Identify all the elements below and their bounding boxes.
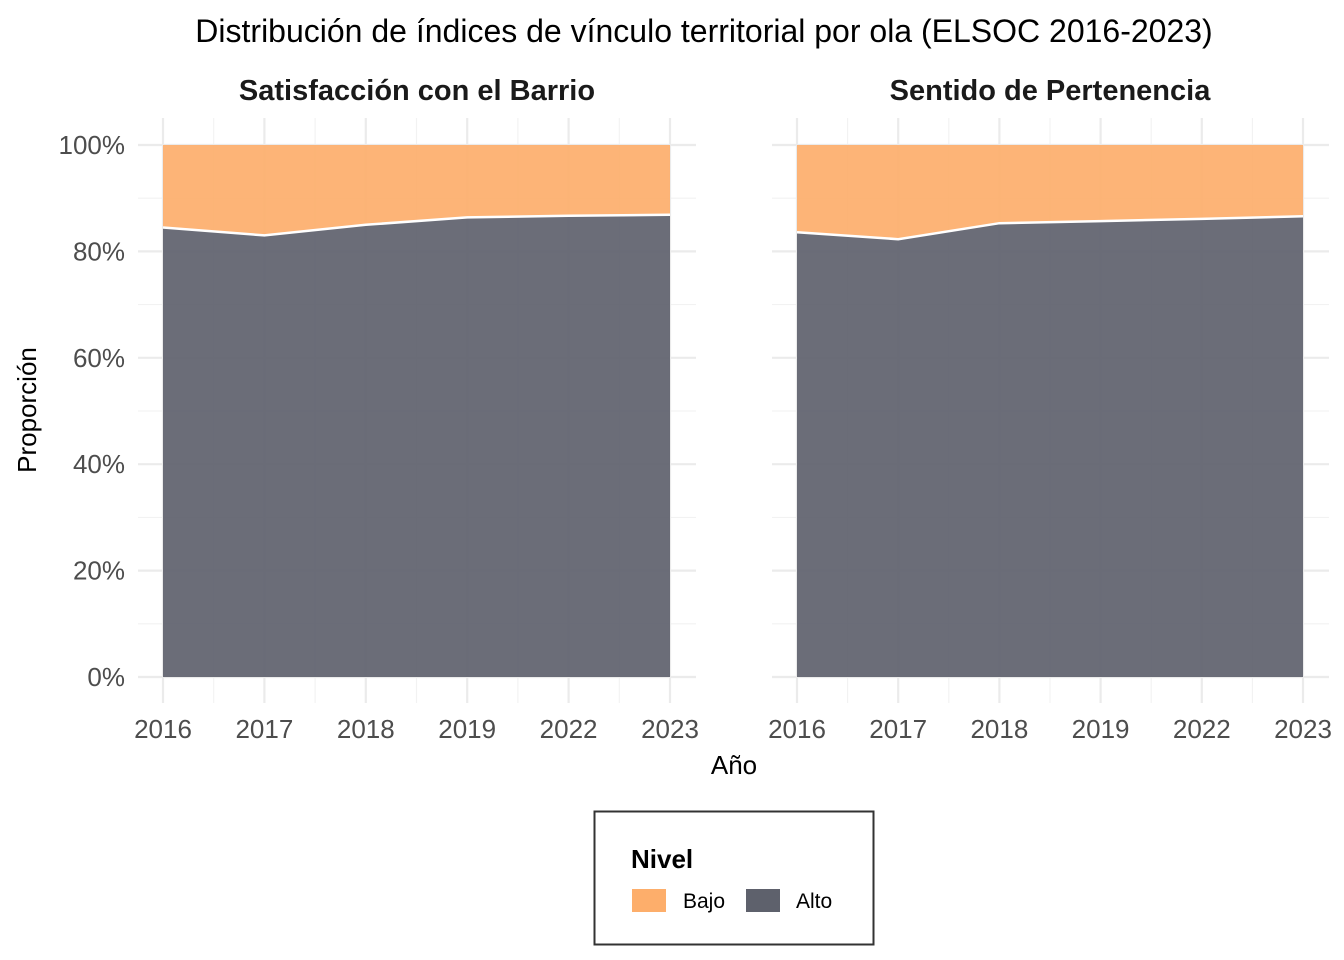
x-tick-label: 2022 (1173, 714, 1231, 744)
x-tick-label: 2018 (970, 714, 1028, 744)
legend-key-bajo (632, 889, 666, 912)
panel-pertenencia: Sentido de Pertenencia 2016 2017 2018 2019 2… (768, 75, 1332, 744)
x-tick-label: 2022 (540, 714, 598, 744)
y-tick-label: 40% (73, 449, 125, 479)
legend-key-alto (746, 889, 780, 912)
area-alto (797, 216, 1303, 678)
x-axis-label: Año (711, 750, 757, 780)
y-tick-label: 20% (73, 556, 125, 586)
area-alto (163, 214, 670, 677)
x-tick-label: 2016 (768, 714, 826, 744)
x-tick-label: 2017 (869, 714, 927, 744)
x-tick-label: 2017 (235, 714, 293, 744)
panel-strip-label: Sentido de Pertenencia (890, 75, 1212, 107)
x-tick-label: 2023 (1274, 714, 1332, 744)
x-tick-label: 2018 (337, 714, 395, 744)
area-boundary-line (162, 213, 671, 237)
legend-label-bajo: Bajo (683, 890, 725, 913)
legend-label-alto: Alto (796, 890, 832, 913)
area-boundary-line (796, 215, 1304, 241)
y-axis-label: Proporción (12, 347, 42, 473)
legend: Nivel Bajo Alto (593, 810, 875, 946)
y-tick-label: 100% (59, 130, 126, 160)
x-tick-label: 2019 (438, 714, 496, 744)
y-tick-label: 0% (87, 662, 125, 692)
x-tick-label: 2016 (134, 714, 192, 744)
area-bajo (163, 145, 670, 236)
y-tick-label: 80% (73, 236, 125, 266)
panel-satisfaccion: Satisfacción con el Barrio 0% 20% 40% 60% 80… (59, 75, 699, 744)
x-tick-label: 2023 (641, 714, 699, 744)
panel-strip-label: Satisfacción con el Barrio (239, 75, 595, 107)
legend-title: Nivel (631, 844, 693, 874)
chart-title: Distribución de índices de vínculo terri… (195, 13, 1212, 49)
x-tick-label: 2019 (1072, 714, 1130, 744)
y-tick-label: 60% (73, 343, 125, 373)
legend-box (593, 810, 875, 946)
area-bajo (797, 145, 1303, 240)
